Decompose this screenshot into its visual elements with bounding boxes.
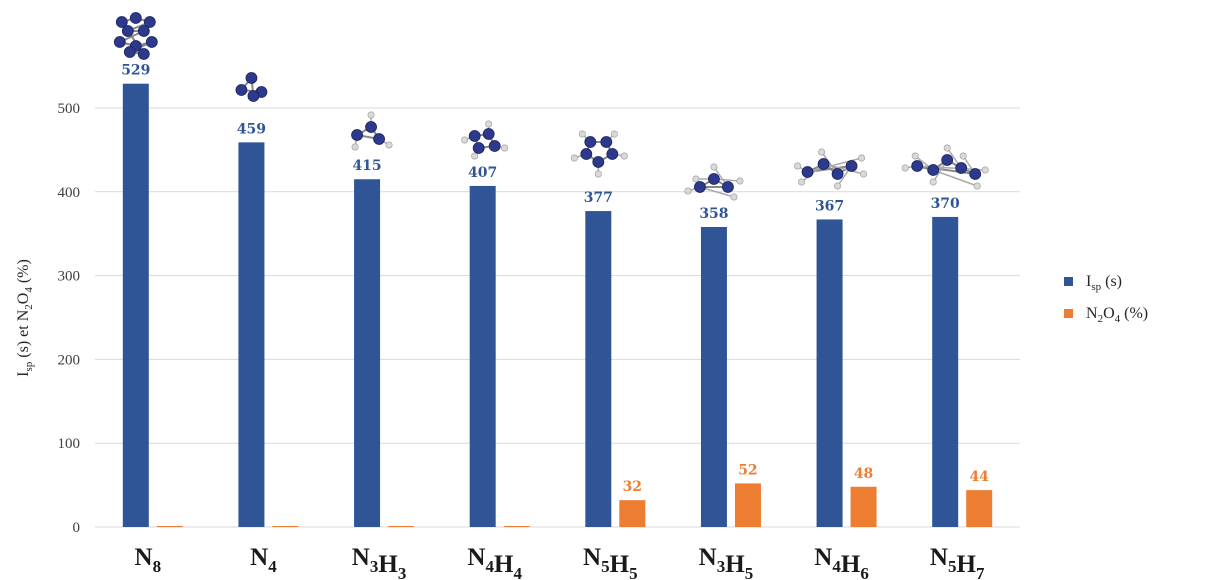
gridlines <box>95 107 1020 528</box>
data-label: 407 <box>468 165 497 181</box>
bar-series-2 <box>156 526 183 527</box>
bars <box>122 83 993 528</box>
x-tick-label: N3H5 <box>699 544 754 580</box>
data-labels: 529 459 415 407 377 32 358 52 367 48 370 44 <box>121 63 989 495</box>
bar-series-1 <box>354 179 381 528</box>
x-tick-label: N4 <box>250 544 277 576</box>
data-label: 377 <box>584 190 613 206</box>
N5H7-molecule-icon <box>901 144 989 190</box>
data-label: 370 <box>931 196 960 212</box>
bar-series-2 <box>619 500 646 527</box>
N4-molecule-icon <box>235 72 268 102</box>
data-label: 32 <box>623 479 642 495</box>
x-tick-label: N5H7 <box>930 544 985 580</box>
bar-series-2 <box>272 526 299 527</box>
x-axis-categories: N8 N4 N3H3 N4H4 N5H5 N3H5 N4H6 N5H7 <box>135 544 985 580</box>
bar-series-1 <box>932 216 959 527</box>
y-axis-label: Isp (s) et N2O4 (%) <box>15 259 35 377</box>
x-tick-label: N3H3 <box>352 544 407 580</box>
bar-series-1 <box>122 83 149 527</box>
y-tick-label: 500 <box>58 101 81 117</box>
N3H5-molecule-icon <box>684 163 744 201</box>
data-label: 367 <box>815 198 844 214</box>
data-label: 415 <box>352 158 381 174</box>
bar-series-1 <box>816 219 843 528</box>
bar-series-1 <box>585 211 612 527</box>
N3H3-molecule-icon <box>351 111 393 151</box>
x-tick-label: N8 <box>135 544 162 576</box>
y-tick-label: 200 <box>58 352 81 368</box>
N5H5-molecule-icon <box>570 130 628 178</box>
y-tick-label: 0 <box>73 520 81 536</box>
data-label: 358 <box>699 206 728 222</box>
legend-entry: N2O4 (%) <box>1086 305 1148 325</box>
y-tick-label: 400 <box>58 185 81 201</box>
N4H6-molecule-icon <box>794 148 868 190</box>
y-tick-label: 100 <box>58 436 81 452</box>
x-tick-label: N4H6 <box>814 544 869 580</box>
bar-series-1 <box>700 226 727 527</box>
bar-series-2 <box>966 490 993 527</box>
N4H4-molecule-icon <box>461 120 509 160</box>
data-label: 48 <box>854 466 873 482</box>
N8-molecule-icon <box>113 12 158 60</box>
molecule-icons <box>113 12 989 201</box>
legend-entry: Isp (s) <box>1086 273 1122 293</box>
bar-series-2 <box>734 483 761 527</box>
bar-series-1 <box>469 185 496 527</box>
legend-swatch <box>1064 309 1073 318</box>
x-tick-label: N5H5 <box>583 544 638 580</box>
x-tick-label: N4H4 <box>467 544 522 580</box>
y-axis-ticks: 0 100 200 300 400 500 <box>58 101 81 536</box>
bar-series-1 <box>238 142 265 527</box>
bar-series-2 <box>503 526 530 527</box>
bar-series-2 <box>850 486 877 527</box>
data-label: 459 <box>237 121 266 137</box>
data-label: 44 <box>969 469 989 485</box>
y-tick-label: 300 <box>58 269 81 285</box>
data-label: 52 <box>738 462 757 478</box>
legend: Isp (s) N2O4 (%) <box>1064 273 1148 325</box>
data-label: 529 <box>121 63 150 79</box>
bar-series-2 <box>388 526 415 527</box>
legend-swatch <box>1064 277 1073 286</box>
